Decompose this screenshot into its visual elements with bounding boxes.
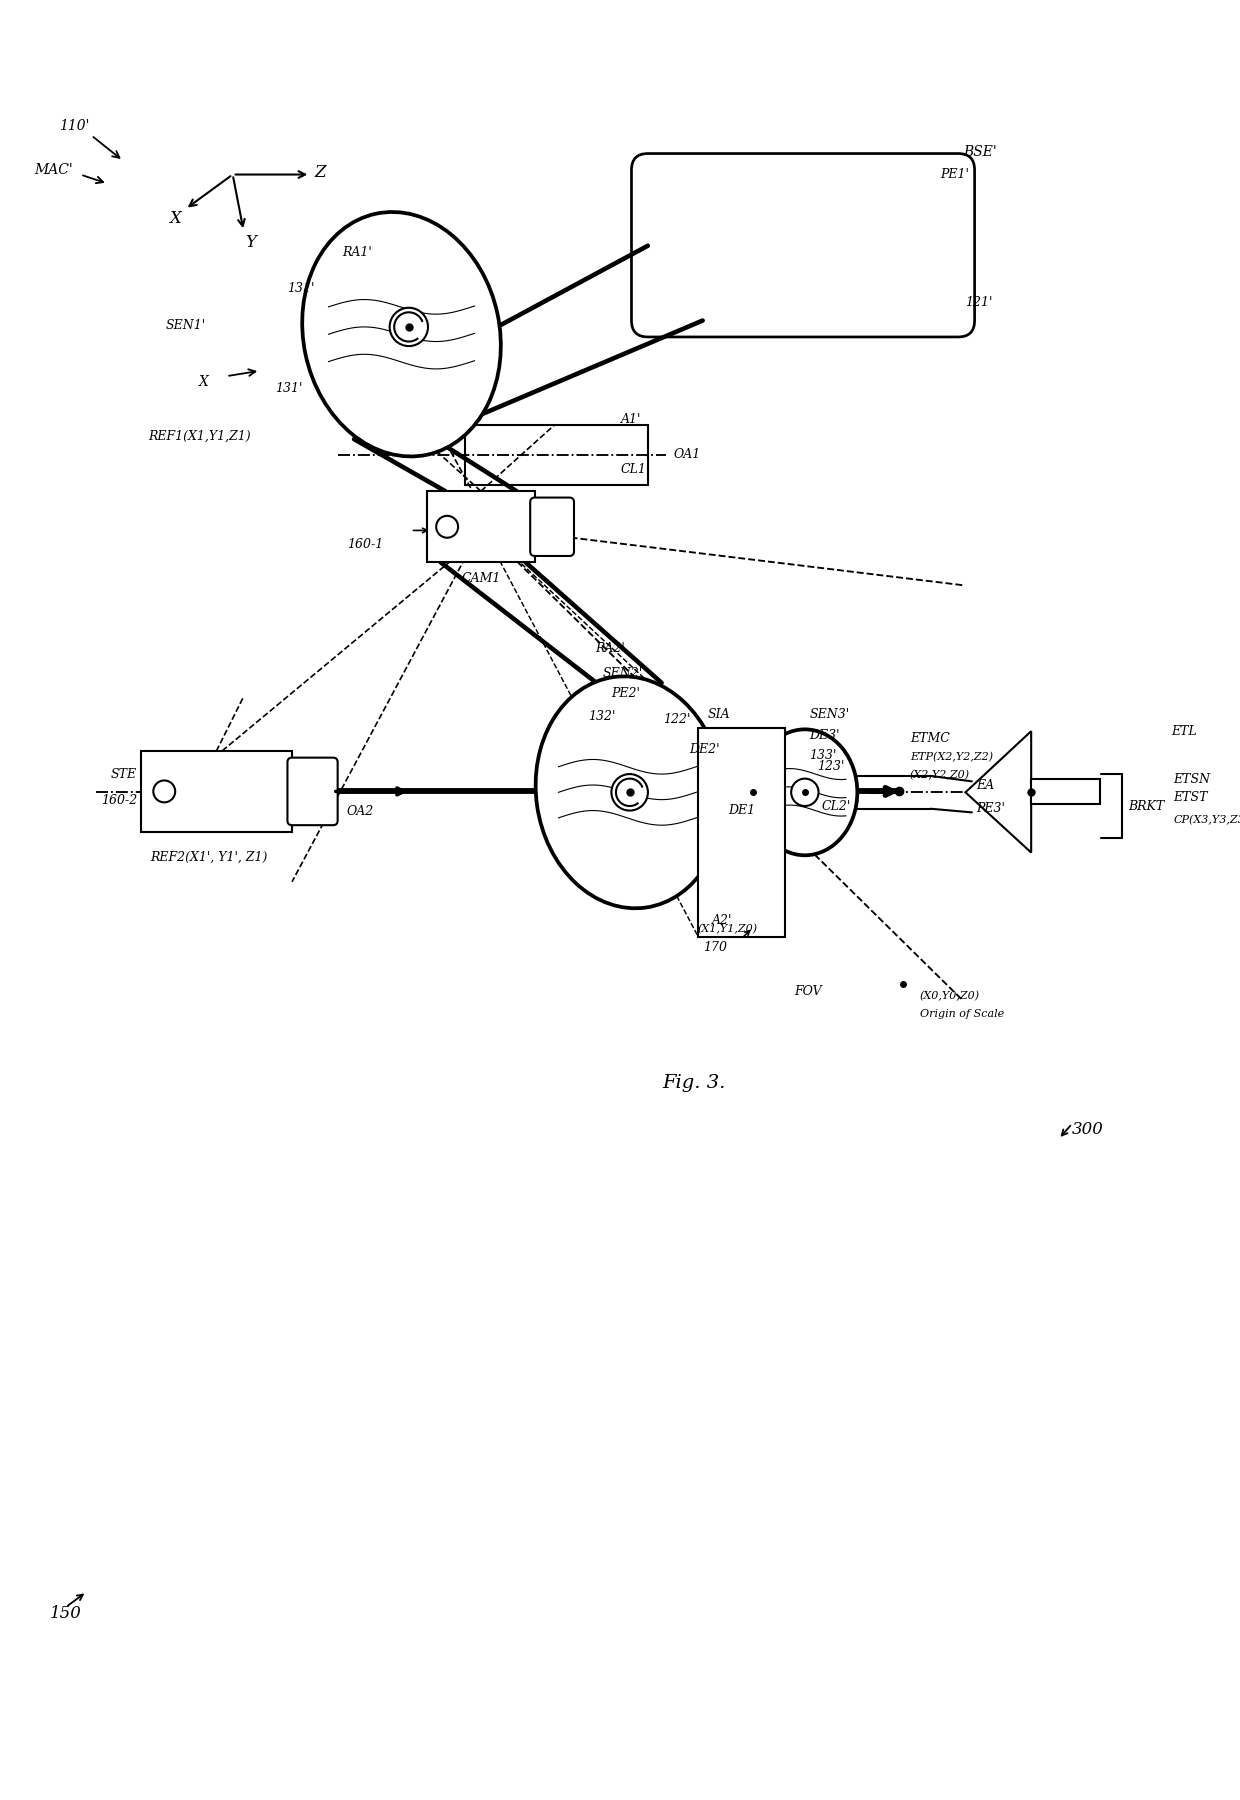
Text: ETL: ETL [1171,725,1197,738]
Ellipse shape [436,517,458,538]
Text: BRKT: BRKT [1128,799,1164,812]
Text: SEN2': SEN2' [603,668,642,680]
Text: SEN3': SEN3' [810,707,849,722]
Text: A2': A2' [712,914,732,927]
FancyBboxPatch shape [631,153,975,337]
Text: REF1(X1,Y1,Z1): REF1(X1,Y1,Z1) [148,430,250,443]
Text: Z: Z [315,164,326,182]
Text: SIA: SIA [707,707,730,722]
Ellipse shape [303,212,501,457]
Text: PE3': PE3' [976,803,1006,815]
Bar [427,491,534,562]
Text: 160-2: 160-2 [100,794,136,806]
Text: FOV: FOV [794,985,822,997]
Text: (X2,Y2,Z0): (X2,Y2,Z0) [910,770,970,779]
Bar [1032,779,1100,805]
Text: (X0,Y0,Z0): (X0,Y0,Z0) [920,990,980,1001]
Text: 170: 170 [703,941,727,954]
Bar [141,751,291,832]
Text: 300: 300 [1073,1121,1104,1138]
Text: Y: Y [246,234,257,252]
Text: 133': 133' [810,749,837,763]
Ellipse shape [154,781,175,803]
Text: EA: EA [976,779,994,792]
Text: ETP(X2,Y2,Z2): ETP(X2,Y2,Z2) [910,752,993,761]
Text: SEN1': SEN1' [165,319,206,331]
FancyBboxPatch shape [531,497,574,556]
Text: CL1': CL1' [620,463,650,475]
Text: MAC': MAC' [35,164,73,176]
Text: 122': 122' [663,713,691,725]
Text: 123': 123' [817,760,844,774]
Text: PE2': PE2' [611,688,640,700]
Text: (X1,Y1,Z0): (X1,Y1,Z0) [697,923,758,934]
Text: OA2: OA2 [347,805,374,817]
Text: CL2': CL2' [821,801,851,814]
Text: CP(X3,Y3,Z3): CP(X3,Y3,Z3) [1173,815,1240,824]
Text: DE2': DE2' [689,743,719,756]
FancyBboxPatch shape [288,758,337,824]
Text: 121': 121' [966,295,993,310]
Polygon shape [966,731,1032,853]
Text: 160-1: 160-1 [347,538,383,551]
Text: DE3': DE3' [810,729,839,742]
Text: STE: STE [110,769,136,781]
Text: X: X [198,374,208,389]
Ellipse shape [791,779,818,806]
Text: REF2(X1', Y1', Z1): REF2(X1', Y1', Z1) [150,851,268,864]
Text: 132': 132' [589,709,616,724]
Ellipse shape [753,729,857,855]
Text: ETSN: ETSN [1173,772,1210,787]
Ellipse shape [536,677,724,909]
Ellipse shape [389,308,428,346]
Text: RA1': RA1' [342,245,372,259]
Text: X: X [169,211,181,227]
Text: RA2': RA2' [595,641,625,655]
Text: CAM1: CAM1 [461,572,501,585]
Bar [698,729,785,936]
Text: DE1: DE1 [728,805,755,817]
Text: A1': A1' [620,412,641,425]
Text: 131': 131' [275,382,303,396]
Text: 150: 150 [50,1606,82,1622]
Text: 110': 110' [60,119,89,133]
Text: PE1': PE1' [940,167,968,182]
Text: ETMC: ETMC [910,733,950,745]
Text: ETST: ETST [1173,792,1208,805]
Text: 131': 131' [288,283,315,295]
Text: Origin of Scale: Origin of Scale [920,1010,1004,1019]
Text: Fig. 3.: Fig. 3. [662,1073,725,1091]
Text: OA1: OA1 [673,448,701,461]
Text: BSE': BSE' [962,144,997,158]
Ellipse shape [611,774,649,810]
